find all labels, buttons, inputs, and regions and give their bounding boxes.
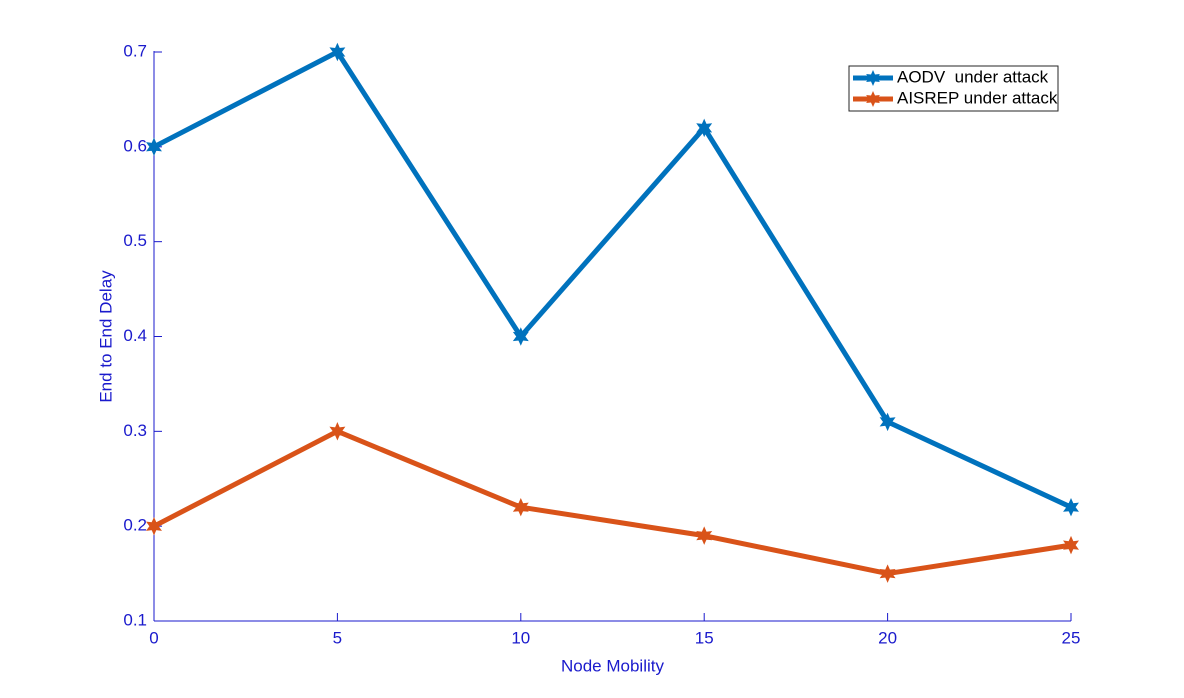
y-tick-label: 0.5 — [123, 231, 147, 250]
series-marker — [696, 526, 713, 545]
y-tick-label: 0.4 — [123, 326, 147, 345]
series-marker — [329, 42, 346, 62]
series-line — [152, 428, 1072, 577]
legend-marker — [866, 91, 880, 107]
series-marker — [146, 137, 162, 157]
series-marker — [329, 422, 346, 441]
y-tick-label: 0.1 — [123, 610, 147, 629]
series-marker — [696, 118, 713, 138]
series-marker — [146, 516, 162, 536]
series-marker — [512, 497, 529, 517]
x-tick-label: 15 — [695, 628, 714, 647]
x-tick-label: 25 — [1062, 628, 1081, 647]
series-marker — [879, 564, 896, 583]
x-tick-label: 0 — [149, 628, 158, 647]
y-tick-label: 0.3 — [123, 421, 147, 440]
legend-label: AISREP under attack — [897, 88, 1058, 107]
y-tick-label: 0.7 — [123, 41, 147, 60]
x-tick-label: 10 — [511, 628, 530, 647]
legend-marker — [866, 70, 880, 86]
series-marker — [1063, 497, 1079, 517]
x-axis-label: Node Mobility — [561, 656, 664, 675]
legend-box — [848, 65, 1059, 112]
x-tick-label: 5 — [333, 628, 342, 647]
y-tick-label: 0.6 — [123, 136, 147, 155]
series-marker — [1063, 535, 1079, 555]
legend-label: AODV under attack — [897, 67, 1049, 86]
y-axis-label: End to End Delay — [96, 270, 115, 403]
x-tick-label: 20 — [878, 628, 897, 647]
series-line — [152, 49, 1073, 510]
series-marker — [512, 327, 529, 346]
series-marker — [879, 412, 896, 432]
y-tick-label: 0.2 — [123, 516, 147, 535]
